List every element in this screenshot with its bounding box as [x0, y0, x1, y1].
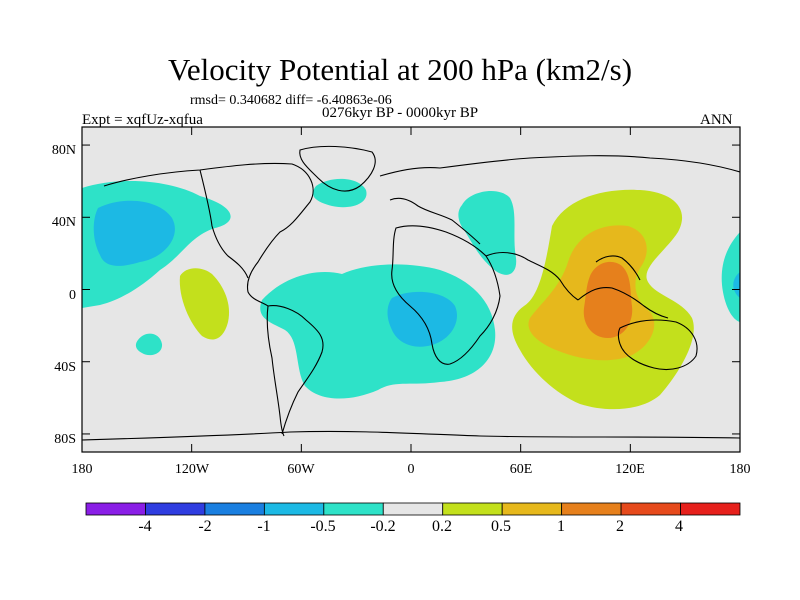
stats-text: rmsd= 0.340682 diff= -6.40863e-06 — [190, 93, 392, 108]
axis-ticks — [81, 127, 741, 452]
colorbar-swatch — [442, 502, 503, 516]
colorbar-swatch — [323, 502, 384, 516]
colorbar-label: -4 — [138, 518, 152, 535]
colorbar-swatch — [620, 502, 681, 516]
colorbar-label: -2 — [198, 518, 212, 535]
contour-pos-epacific — [179, 268, 230, 340]
contour-field — [82, 178, 740, 410]
x-tick-label: 180 — [729, 462, 751, 477]
experiment-label: Expt = xqfUz-xqfua — [82, 112, 203, 128]
colorbar-label: -0.2 — [370, 518, 396, 535]
colorbar-label: 1 — [557, 518, 565, 535]
y-tick-label: 80S — [54, 432, 76, 447]
colorbar-swatch — [263, 502, 325, 516]
season-label: ANN — [700, 112, 733, 128]
x-tick-label: 0 — [407, 462, 415, 477]
colorbar — [85, 502, 741, 516]
x-tick-label: 60E — [509, 462, 533, 477]
colorbar-label: -1 — [257, 518, 271, 535]
y-tick-label: 0 — [69, 288, 76, 303]
coastlines — [82, 145, 740, 441]
colorbar-swatch — [561, 502, 622, 516]
colorbar-swatch — [85, 502, 146, 516]
period-label: 0276kyr BP - 0000kyr BP — [322, 105, 479, 121]
x-tick-label: 120E — [615, 462, 645, 477]
contour-pos-indopacific-1 — [583, 261, 633, 338]
colorbar-swatch — [145, 502, 206, 516]
contour-neg-dateline — [721, 232, 740, 322]
contour-neg-spacific-small — [135, 333, 163, 356]
contour-neg-npacific-core — [93, 200, 175, 266]
colorbar-swatch — [680, 502, 741, 516]
contour-neg-mideast — [458, 190, 517, 275]
contour-neg-greenland — [312, 178, 367, 208]
colorbar-label: 0.2 — [432, 518, 452, 535]
chart-title: Velocity Potential at 200 hPa (km2/s) — [167, 52, 633, 87]
y-tick-label: 80N — [51, 143, 76, 158]
colorbar-swatch — [501, 502, 563, 516]
colorbar-swatch — [204, 502, 265, 516]
colorbar-label: 4 — [675, 518, 683, 535]
x-tick-label: 120W — [174, 462, 210, 477]
y-tick-label: 40S — [54, 360, 76, 375]
x-tick-label: 60W — [287, 462, 315, 477]
colorbar-label: 0.5 — [491, 518, 511, 535]
colorbar-label: 2 — [616, 518, 624, 535]
y-tick-label: 40N — [51, 215, 76, 230]
x-tick-label: 180 — [71, 462, 93, 477]
colorbar-label: -0.5 — [310, 518, 336, 535]
contour-neg-dateline-core — [733, 272, 740, 298]
colorbar-swatch — [382, 502, 444, 516]
